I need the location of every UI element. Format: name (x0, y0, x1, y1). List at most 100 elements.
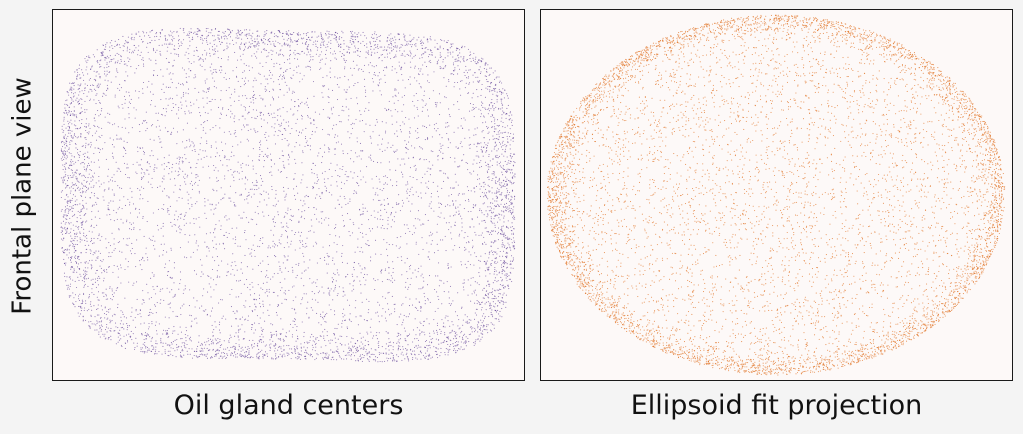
scatter-point (391, 219, 394, 221)
scatter-point (166, 251, 168, 253)
scatter-point (489, 91, 491, 93)
scatter-point (309, 355, 311, 357)
scatter-point (300, 132, 302, 134)
scatter-point (436, 353, 438, 355)
scatter-point (269, 304, 271, 306)
scatter-point (315, 53, 317, 55)
scatter-point (290, 209, 292, 211)
scatter-point (85, 176, 87, 179)
scatter-point (106, 66, 108, 68)
scatter-point (201, 344, 203, 346)
scatter-point (326, 272, 328, 274)
scatter-point (465, 82, 467, 84)
scatter-point (248, 221, 250, 223)
scatter-point (328, 191, 330, 193)
scatter-point (405, 184, 407, 186)
scatter-point (507, 180, 510, 182)
scatter-point (357, 182, 359, 185)
scatter-point (476, 146, 478, 148)
scatter-point (377, 211, 379, 213)
scatter-point (142, 150, 145, 152)
scatter-point (370, 46, 372, 48)
scatter-point (502, 110, 504, 112)
scatter-point (470, 190, 472, 192)
scatter-point (242, 95, 244, 97)
scatter-point (150, 183, 152, 185)
scatter-point (147, 349, 149, 351)
scatter-point (260, 271, 262, 273)
scatter-point (332, 351, 334, 353)
scatter-point (503, 301, 505, 304)
scatter-point (484, 253, 486, 255)
scatter-point (495, 195, 497, 197)
scatter-point (460, 341, 462, 343)
scatter-point (491, 114, 493, 116)
scatter-point (483, 287, 485, 289)
scatter-point (454, 81, 456, 84)
scatter-point (64, 263, 66, 265)
scatter-point (162, 249, 164, 252)
scatter-point (105, 247, 107, 249)
scatter-point (320, 352, 322, 354)
scatter-point (357, 41, 360, 43)
scatter-point (302, 129, 304, 131)
scatter-point (181, 67, 183, 69)
scatter-point (210, 146, 212, 148)
scatter-point (114, 96, 116, 98)
scatter-point (448, 350, 450, 352)
scatter-point (414, 67, 416, 69)
scatter-point (65, 141, 67, 143)
scatter-point (259, 339, 261, 341)
scatter-point (175, 224, 177, 226)
scatter-point (197, 33, 199, 35)
scatter-point (280, 67, 282, 69)
scatter-point (461, 146, 463, 148)
scatter-point (221, 197, 224, 199)
scatter-point (344, 198, 346, 200)
scatter-point (505, 210, 507, 212)
scatter-point (414, 54, 416, 56)
scatter-point (143, 351, 145, 353)
scatter-point (70, 190, 72, 192)
scatter-point (188, 348, 190, 350)
scatter-point (387, 203, 389, 205)
scatter-point (491, 115, 494, 117)
scatter-point (246, 33, 248, 35)
scatter-point (493, 108, 495, 110)
scatter-point (65, 208, 67, 211)
scatter-point (494, 241, 496, 243)
scatter-point (487, 64, 489, 66)
scatter-point (330, 162, 332, 164)
scatter-point (343, 58, 345, 60)
scatter-point (463, 117, 465, 119)
scatter-point (244, 82, 247, 84)
scatter-point (337, 323, 339, 325)
scatter-point (381, 361, 383, 363)
scatter-point (90, 264, 92, 266)
scatter-point (385, 130, 387, 132)
scatter-point (62, 140, 64, 142)
scatter-point (148, 34, 150, 36)
scatter-point (366, 210, 368, 212)
scatter-point (348, 48, 350, 50)
scatter-point (166, 166, 168, 168)
scatter-point (418, 346, 420, 348)
scatter-point (428, 205, 430, 207)
scatter-point (416, 327, 418, 329)
scatter-point (256, 357, 258, 359)
scatter-point (72, 172, 74, 174)
scatter-point (214, 227, 216, 229)
scatter-point (84, 111, 86, 113)
scatter-point (133, 228, 135, 230)
scatter-point (460, 125, 462, 127)
scatter-point (209, 52, 211, 55)
scatter-point (93, 323, 95, 325)
scatter-point (411, 145, 413, 147)
scatter-point (99, 336, 101, 338)
scatter-point (93, 56, 96, 58)
scatter-point (491, 179, 493, 182)
scatter-point (279, 43, 281, 45)
scatter-point (390, 41, 392, 43)
scatter-point (455, 200, 457, 202)
scatter-point (143, 187, 145, 189)
